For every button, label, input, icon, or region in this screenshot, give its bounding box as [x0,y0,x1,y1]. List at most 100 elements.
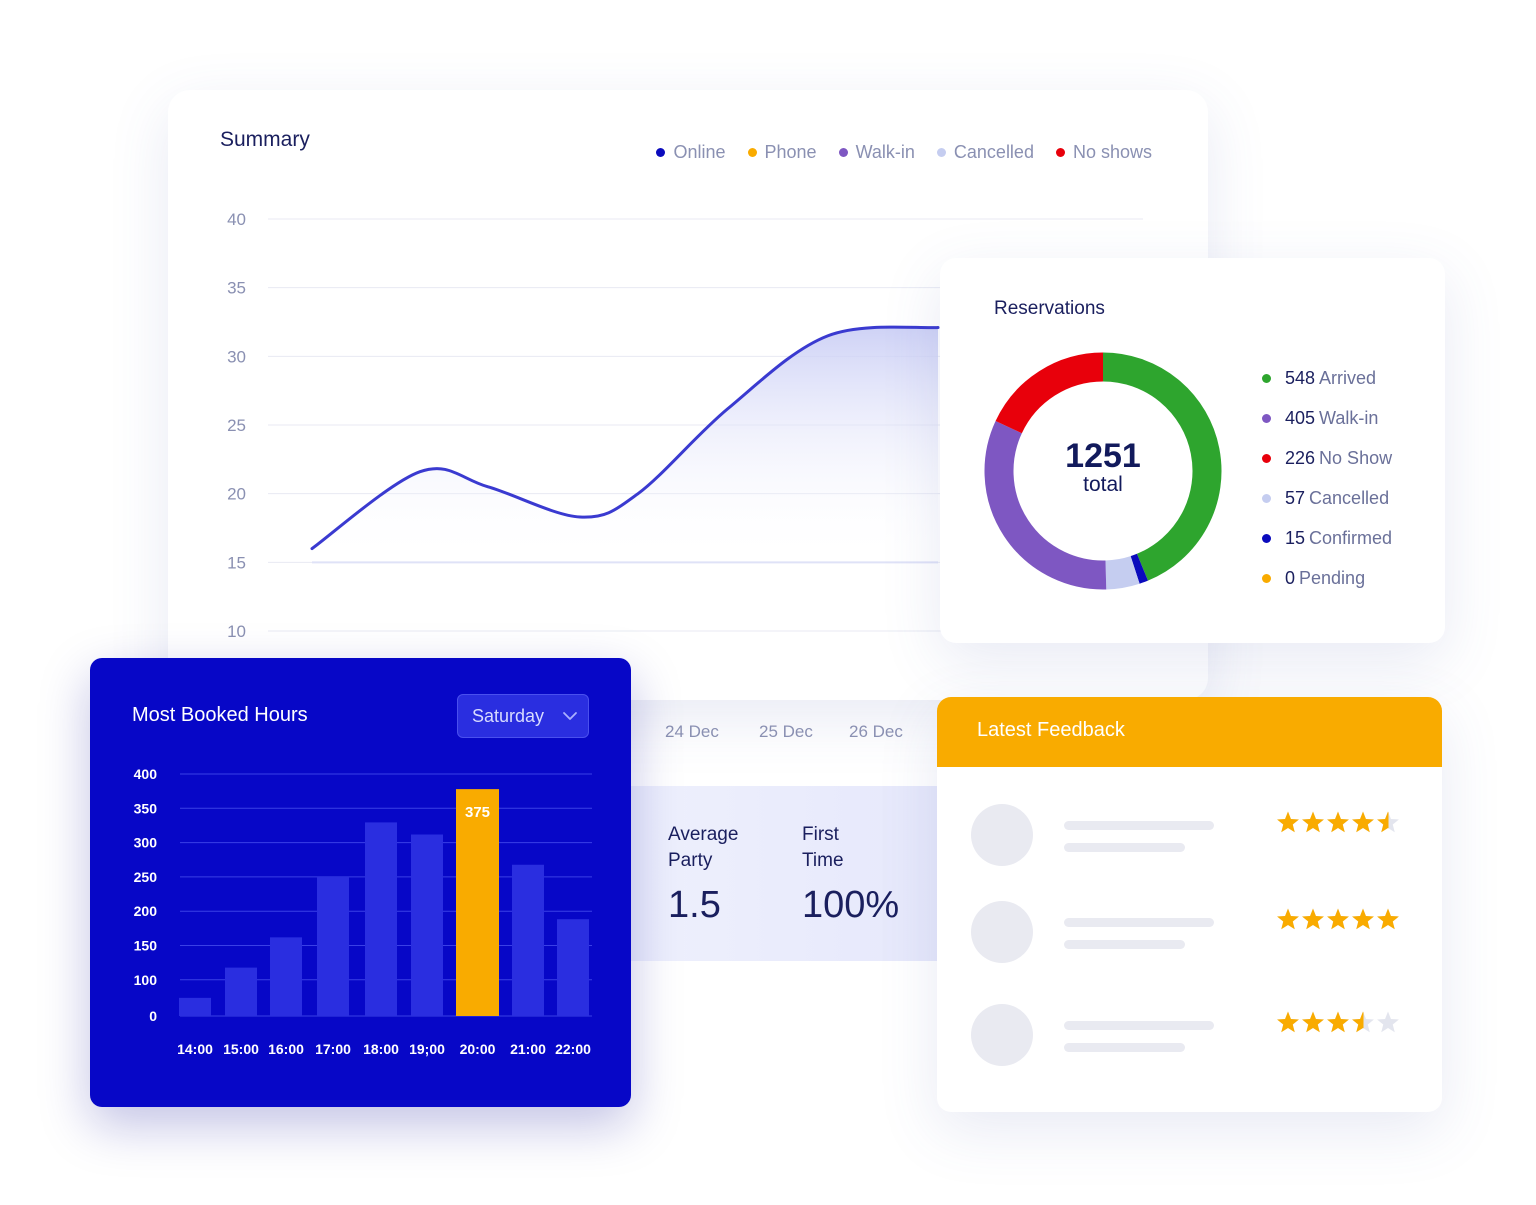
res-label: Pending [1299,567,1366,588]
y-tick-label: 10 [227,622,246,641]
res-label: No Show [1319,447,1393,468]
res-label: Walk-in [1319,407,1379,428]
star-icon [1277,908,1299,930]
x-tick-label: 24 Dec [665,722,719,741]
star-icon [1352,811,1374,833]
star-icon [1327,1011,1349,1033]
no-shows-dot [1055,148,1065,157]
res-legend-pending: 0 Pending [1262,558,1392,598]
summary-title: Summary [220,128,310,151]
x-tick-label: 21:00 [510,1041,546,1057]
res-count: 548 [1285,367,1316,388]
avatar [971,1004,1033,1066]
feedback-item[interactable] [937,1004,1442,1074]
star-icon [1352,908,1374,930]
x-tick-label: 19;00 [409,1041,445,1057]
text-placeholder [1064,918,1214,927]
res-legend-confirmed: 15 Confirmed [1262,518,1392,558]
stat-label: First Time [802,824,844,871]
text-placeholder [1064,940,1185,949]
chevron-down-icon [563,712,577,720]
res-label: Cancelled [1309,487,1390,508]
feedback-item[interactable] [937,804,1442,874]
res-count: 15 [1285,527,1306,548]
star-icon [1377,811,1389,833]
res-legend-no-show: 226 No Show [1262,438,1392,478]
legend-walk-in[interactable]: Walk-in [838,142,915,163]
booked-hours-bar-chart: 400 350 300 250 200 150 100 0 14:00 15:00 16:00 17:… [134,766,592,1057]
avatar [971,901,1033,963]
x-tick-label: 25 Dec [759,722,813,741]
bar [365,822,397,1016]
star-rating [1277,1011,1399,1033]
walk-in-dot [1262,413,1271,423]
star-icon [1277,1011,1299,1033]
x-tick-label: 15:00 [223,1041,259,1057]
star-icon [1277,811,1299,833]
bar [317,876,349,1016]
x-tick-label: 17:00 [315,1041,351,1057]
phone-dot [747,148,757,157]
day-select-value: Saturday [472,705,545,726]
confirmed-dot [1262,533,1271,543]
y-tick-label: 250 [134,869,158,885]
bar [456,789,499,1016]
star-icon [1302,1011,1324,1033]
star-icon [1327,908,1349,930]
y-tick-label: 400 [134,766,158,782]
y-tick-label: 40 [227,210,246,229]
no-show-dot [1262,453,1271,463]
y-tick-label: 150 [134,938,158,954]
line-area [312,327,938,563]
reservations-donut-chart [984,352,1222,590]
pie-slice-arrived [1102,352,1222,581]
feedback-title: Latest Feedback [977,719,1125,741]
legend-online[interactable]: Online [656,142,726,163]
day-select[interactable]: Saturday [457,694,589,738]
res-legend-arrived: 548 Arrived [1262,358,1392,398]
legend-cancelled[interactable]: Cancelled [936,142,1034,163]
y-tick-label: 300 [134,835,158,851]
booked-title: Most Booked Hours [132,704,308,726]
text-placeholder [1064,843,1185,852]
stat-value: 100% [802,884,900,926]
bar [557,919,589,1016]
text-placeholder [1064,821,1214,830]
res-legend-walk-in: 405 Walk-in [1262,398,1392,438]
x-tick-label: 16:00 [268,1041,304,1057]
res-label: Confirmed [1309,527,1393,548]
most-booked-hours-card: Most Booked Hours Saturday 400 350 300 250 2… [90,658,631,1107]
y-tick-label: 20 [227,485,246,504]
summary-legend: Online Phone Walk-in Cancelled No shows [656,142,1152,163]
feedback-item[interactable] [937,901,1442,971]
res-count: 226 [1285,447,1316,468]
y-tick-label: 35 [227,279,246,298]
stat-label: Average Party [668,824,739,871]
legend-no-shows[interactable]: No shows [1055,142,1152,163]
stat-first-time: First Time 100% [802,822,899,927]
text-placeholder [1064,1043,1185,1052]
reservations-card: Reservations 1251 total 548 Arrived 405 Wa… [940,258,1445,643]
res-count: 405 [1285,407,1316,428]
arrived-dot [1262,373,1271,383]
res-legend-cancelled: 57 Cancelled [1262,478,1392,518]
reservations-title: Reservations [994,298,1105,319]
stat-average-party: Average Party 1.5 [668,822,758,927]
cancelled-dot [936,148,946,157]
star-icon [1377,1011,1399,1033]
bar [512,864,544,1016]
pie-slice-no-show [995,352,1104,434]
pie-slice-confirmed [1130,553,1148,584]
total-value: 1251 [1065,437,1141,475]
star-icon [1327,811,1349,833]
y-tick-label: 30 [227,347,246,366]
pie-slice-walk-in [984,421,1107,590]
y-tick-label: 15 [227,553,246,572]
x-tick-label: 20:00 [460,1041,496,1057]
bar [179,997,211,1016]
legend-phone[interactable]: Phone [747,142,817,163]
legend-label: Online [673,142,726,162]
res-count: 0 [1285,567,1296,588]
cancelled-dot [1262,493,1271,503]
online-dot [656,148,666,157]
